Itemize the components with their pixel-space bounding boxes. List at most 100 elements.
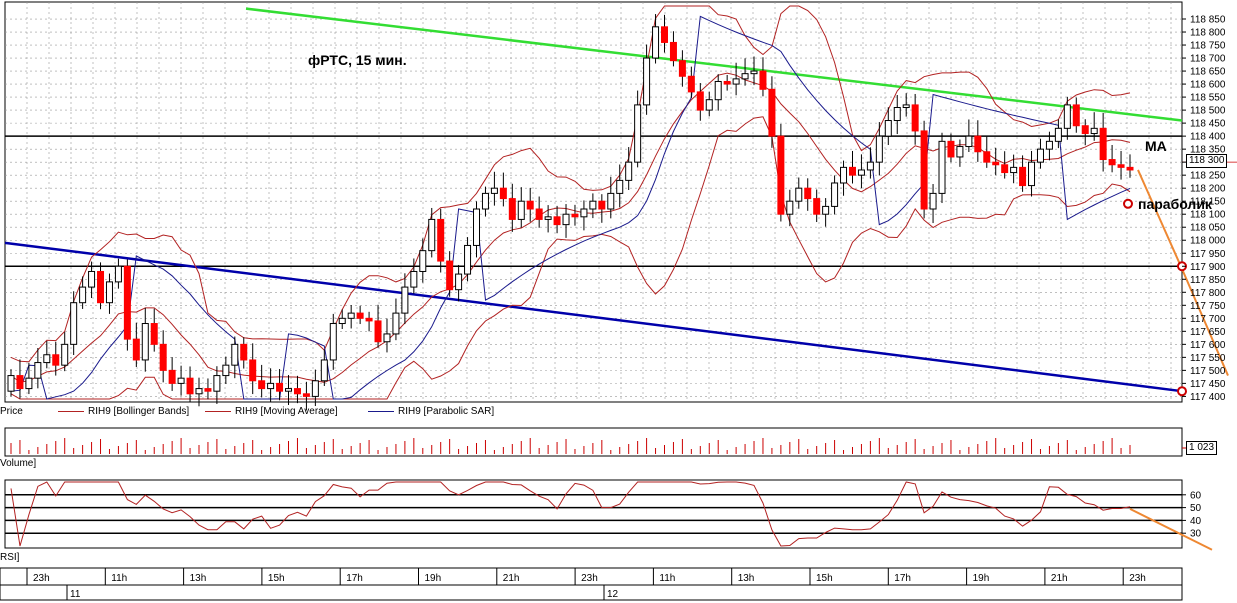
price-tick-label: 118 700 — [1190, 54, 1226, 65]
hour-label: 19h — [425, 573, 442, 584]
bull-candle — [70, 302, 78, 345]
rsi-pane[interactable] — [4, 479, 1183, 549]
date-label: 11 — [70, 589, 81, 600]
trendline-cross-marker — [1177, 386, 1187, 397]
price-tick-label: 118 400 — [1190, 132, 1226, 143]
price-tick-label: 118 450 — [1190, 119, 1226, 130]
bull-candle — [222, 364, 230, 377]
bull-candle — [231, 343, 239, 366]
volume-pane[interactable] — [4, 427, 1183, 457]
hour-label: 21h — [1051, 573, 1068, 584]
price-tick-label: 117 950 — [1190, 249, 1226, 260]
bull-candle — [956, 146, 964, 158]
price-tick-label: 117 600 — [1190, 340, 1226, 351]
hour-label: 23h — [33, 573, 50, 584]
bull-candle — [481, 192, 489, 210]
bull-candle — [517, 200, 525, 220]
bull-candle — [866, 161, 874, 171]
price-tick-label: 117 900 — [1190, 262, 1226, 273]
bull-candle — [105, 281, 113, 304]
bull-candle — [383, 333, 391, 343]
price-tick-label: 118 350 — [1190, 145, 1226, 156]
price-tick-label: 118 500 — [1190, 106, 1226, 117]
legend-bollinger: RIH9 [Bollinger Bands] — [58, 406, 189, 417]
ma-label: MA — [1145, 138, 1167, 154]
bull-candle — [347, 312, 355, 319]
bear-candle — [1072, 104, 1080, 127]
bollinger-upper-line — [10, 5, 1131, 363]
bear-candle — [1001, 164, 1009, 174]
bull-candle — [938, 140, 946, 194]
bear-candle — [374, 320, 382, 343]
date-label: 12 — [607, 589, 619, 600]
price-tick-label: 117 400 — [1190, 392, 1226, 403]
bear-candle — [974, 135, 982, 153]
price-tick-label: 118 800 — [1190, 28, 1226, 39]
time-axis: 23h 11h 13h 15h 17h 19h 21h 23h 11h 13h 15h 17h 19h 2… — [26, 568, 1146, 600]
hour-label: 23h — [581, 573, 598, 584]
bull-candle — [1063, 104, 1071, 129]
blue-trendline — [4, 241, 1183, 393]
price-tick-label: 117 800 — [1190, 288, 1226, 299]
legend-moving-average: RIH9 [Moving Average] — [205, 406, 338, 417]
bull-candle — [464, 244, 472, 275]
bear-candle — [1099, 127, 1107, 161]
parabolic-sar-line — [10, 15, 1131, 400]
price-tick-label: 117 750 — [1190, 301, 1226, 312]
bear-candle — [132, 338, 140, 361]
bear-candle — [535, 208, 543, 220]
legend-parabolic-sar: RIH9 [Parabolic SAR] — [368, 406, 494, 417]
bull-candle — [750, 70, 758, 75]
bull-candle — [114, 265, 122, 283]
bear-candle — [920, 130, 928, 210]
bear-candle — [276, 382, 284, 392]
bear-candle — [16, 375, 24, 390]
bear-candle — [446, 260, 454, 291]
bear-candle — [598, 200, 606, 210]
current-price-tag: 118 300 — [1186, 154, 1228, 168]
bull-candle — [902, 104, 910, 109]
bull-candle — [893, 107, 901, 122]
hour-label: 15h — [268, 573, 285, 584]
bull-candle — [589, 200, 597, 210]
price-tick-label: 117 450 — [1190, 379, 1226, 390]
bear-candle — [240, 343, 248, 361]
bull-candle — [562, 213, 570, 226]
bear-candle — [302, 393, 310, 397]
hour-label: 23h — [1129, 573, 1146, 584]
bull-candle — [79, 286, 87, 304]
bull-candle — [1090, 127, 1098, 135]
bull-candle — [875, 135, 883, 163]
price-tick-label: 117 700 — [1190, 314, 1226, 325]
bear-candle — [1126, 166, 1134, 171]
price-tick-label: 117 650 — [1190, 327, 1226, 338]
price-tick-label: 118 000 — [1190, 236, 1226, 247]
price-tick-label: 118 650 — [1190, 67, 1226, 78]
bear-candle — [52, 354, 60, 366]
bear-candle — [526, 200, 534, 210]
bull-candle — [25, 377, 33, 390]
hour-label: 11h — [111, 573, 127, 584]
bear-candle — [660, 26, 668, 43]
bull-candle — [177, 377, 185, 384]
bull-candle — [884, 120, 892, 137]
rsi-tick-label: 60 — [1190, 490, 1202, 501]
bear-candle — [947, 140, 955, 158]
bull-candle — [338, 317, 346, 325]
rsi-tick-label: 40 — [1190, 516, 1202, 527]
bear-candle — [437, 218, 445, 262]
bull-candle — [616, 179, 624, 194]
bear-candle — [1117, 164, 1125, 168]
bull-candle — [455, 273, 463, 291]
bull-candle — [840, 166, 848, 184]
green-trendline — [245, 7, 1183, 122]
hour-label: 19h — [973, 573, 990, 584]
bull-candle — [195, 388, 203, 395]
bull-candle — [311, 380, 319, 397]
bear-candle — [186, 377, 194, 395]
rsi-projection-line — [1129, 507, 1213, 551]
bear-candle — [571, 213, 579, 218]
price-tick-label: 118 600 — [1190, 80, 1226, 91]
bull-candle — [213, 375, 221, 392]
